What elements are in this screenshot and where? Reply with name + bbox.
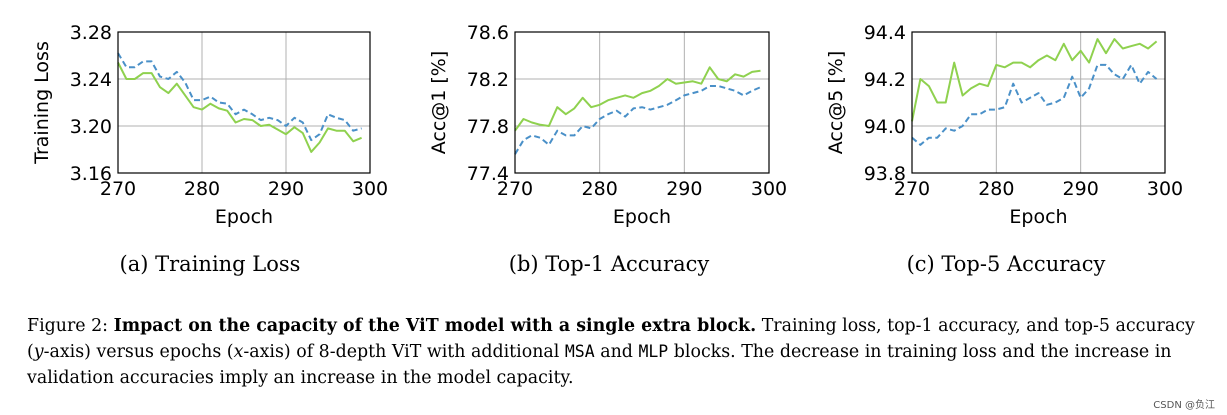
chart-1-ytick-0: 3.16	[70, 163, 112, 185]
chart-2-xtick-290: 290	[666, 178, 702, 200]
chart-1-xlabel: Epoch	[215, 206, 273, 228]
chart-2-series-dashed	[514, 85, 761, 155]
subcaption-a: (a) Training Loss	[119, 252, 301, 276]
subcaption-c: (c) Top-5 Accuracy	[906, 252, 1106, 276]
chart-1-xtick-270: 270	[100, 178, 136, 200]
chart-3-ytick-3: 94.4	[864, 22, 906, 44]
chart-3-series-dashed	[911, 63, 1158, 146]
watermark: CSDN @负江	[1153, 400, 1215, 411]
chart-2-ytick-0: 77.4	[467, 163, 509, 185]
chart-2-series-solid	[514, 66, 761, 132]
chart-1-series-solid	[117, 62, 362, 153]
caption-code-mlp: MLP	[638, 342, 669, 361]
chart-2-xlabel: Epoch	[613, 206, 671, 228]
caption-part4: blocks. The decrease in training loss an…	[27, 342, 1172, 388]
chart-3-xlabel: Epoch	[1009, 206, 1067, 228]
chart-3-xtick-270: 270	[894, 178, 930, 200]
chart-2-ytick-3: 78.6	[467, 22, 509, 44]
chart-3-frame	[911, 31, 1166, 174]
caption-and: and	[600, 342, 633, 362]
caption-bold: Impact on the capacity of the ViT model …	[113, 316, 757, 336]
chart-3-ytick-2: 94.2	[864, 69, 906, 91]
chart-2-xtick-280: 280	[582, 178, 618, 200]
chart-1-xtick-290: 290	[268, 178, 304, 200]
chart-1-ylabel: Training Loss	[31, 41, 53, 165]
chart-1-xtick-300: 300	[352, 178, 388, 200]
caption-y-var: y	[33, 342, 44, 362]
chart-3-xtick-280: 280	[978, 178, 1014, 200]
chart-1-series-dashed	[117, 52, 362, 142]
chart-3-ylabel: Acc@5 [%]	[825, 51, 847, 155]
caption-x-var: x	[233, 342, 244, 362]
caption-part2: -axis) versus epochs (	[43, 342, 234, 362]
chart-1-ytick-1: 3.20	[70, 116, 112, 138]
figure-caption: Figure 2: Impact on the capacity of the …	[27, 313, 1207, 391]
caption-label: Figure 2:	[27, 316, 109, 336]
chart-3-ytick-1: 94.0	[864, 116, 906, 138]
caption-code-msa: MSA	[564, 342, 595, 361]
chart-2-ylabel: Acc@1 [%]	[428, 51, 450, 155]
chart-3-xtick-300: 300	[1147, 178, 1183, 200]
caption-part1: Training loss, top-1 accuracy, and top-5…	[27, 316, 1195, 362]
chart-1-ytick-3: 3.28	[70, 22, 112, 44]
chart-3-xtick-290: 290	[1063, 178, 1099, 200]
figure-charts: 270 280 290 300 3.16 3.20 3.24 3.28 Epoch Trainin…	[31, 22, 1183, 228]
chart-2-frame	[514, 31, 770, 174]
chart-2-xtick-300: 300	[751, 178, 787, 200]
subcaption-b: (b) Top-1 Accuracy	[508, 252, 710, 276]
chart-3-ytick-0: 93.8	[864, 163, 906, 185]
caption-part3: -axis) of 8-depth ViT with additional	[243, 342, 560, 362]
chart-2-ytick-2: 78.2	[467, 69, 509, 91]
chart-1-ytick-2: 3.24	[70, 69, 112, 91]
chart-2-ytick-1: 77.8	[467, 116, 509, 138]
chart-1-xtick-280: 280	[184, 178, 220, 200]
chart-2-xtick-270: 270	[497, 178, 533, 200]
chart-1-frame	[117, 31, 371, 174]
chart-3-series-solid	[911, 38, 1158, 122]
